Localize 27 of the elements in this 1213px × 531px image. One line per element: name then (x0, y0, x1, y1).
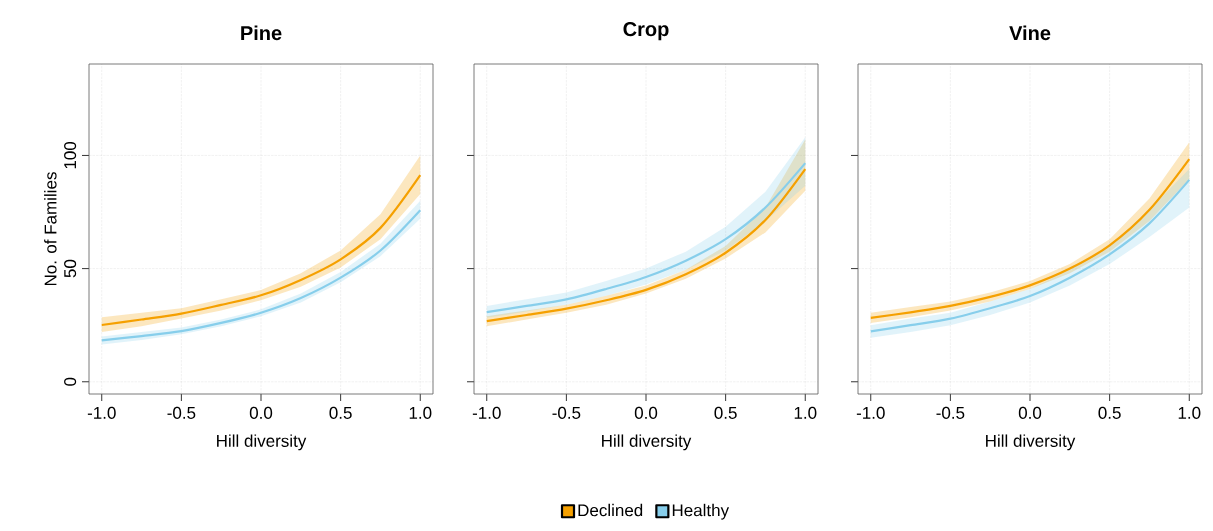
chart-title: Pine (241, 25, 282, 41)
x-tick-label: 1.0 (409, 406, 432, 419)
x-tick-label: -0.5 (936, 406, 965, 419)
legend-label: Healthy (672, 503, 730, 520)
x-tick-label: 0.5 (1098, 406, 1121, 419)
x-axis-title: Hill diversity (602, 434, 692, 451)
x-tick-label: 1.0 (794, 406, 817, 419)
x-axis-title: Hill diversity (217, 434, 307, 451)
x-tick-label: 0.0 (634, 406, 658, 419)
x-tick-label: 0.5 (714, 406, 737, 419)
x-tick-label: -1.0 (87, 406, 116, 419)
legend-label: Declined (578, 503, 643, 517)
y-tick-label: 0 (64, 377, 77, 386)
x-tick-label: 0.0 (1018, 406, 1042, 419)
x-tick-label: -1.0 (472, 406, 501, 419)
chart-title: Vine (1009, 25, 1051, 41)
x-tick-label: -1.0 (856, 406, 885, 419)
x-tick-label: 0.0 (249, 406, 273, 419)
chart-title: Crop (623, 22, 669, 41)
x-tick-label: 0.5 (329, 406, 352, 419)
x-axis-title: Hill diversity (986, 434, 1076, 451)
x-tick-label: -0.5 (167, 406, 196, 419)
x-tick-label: 1.0 (1178, 406, 1201, 419)
y-axis-title: No. of Families (44, 172, 57, 286)
y-tick-label: 50 (64, 259, 77, 278)
x-tick-label: -0.5 (552, 406, 581, 419)
y-tick-label: 100 (64, 141, 77, 169)
